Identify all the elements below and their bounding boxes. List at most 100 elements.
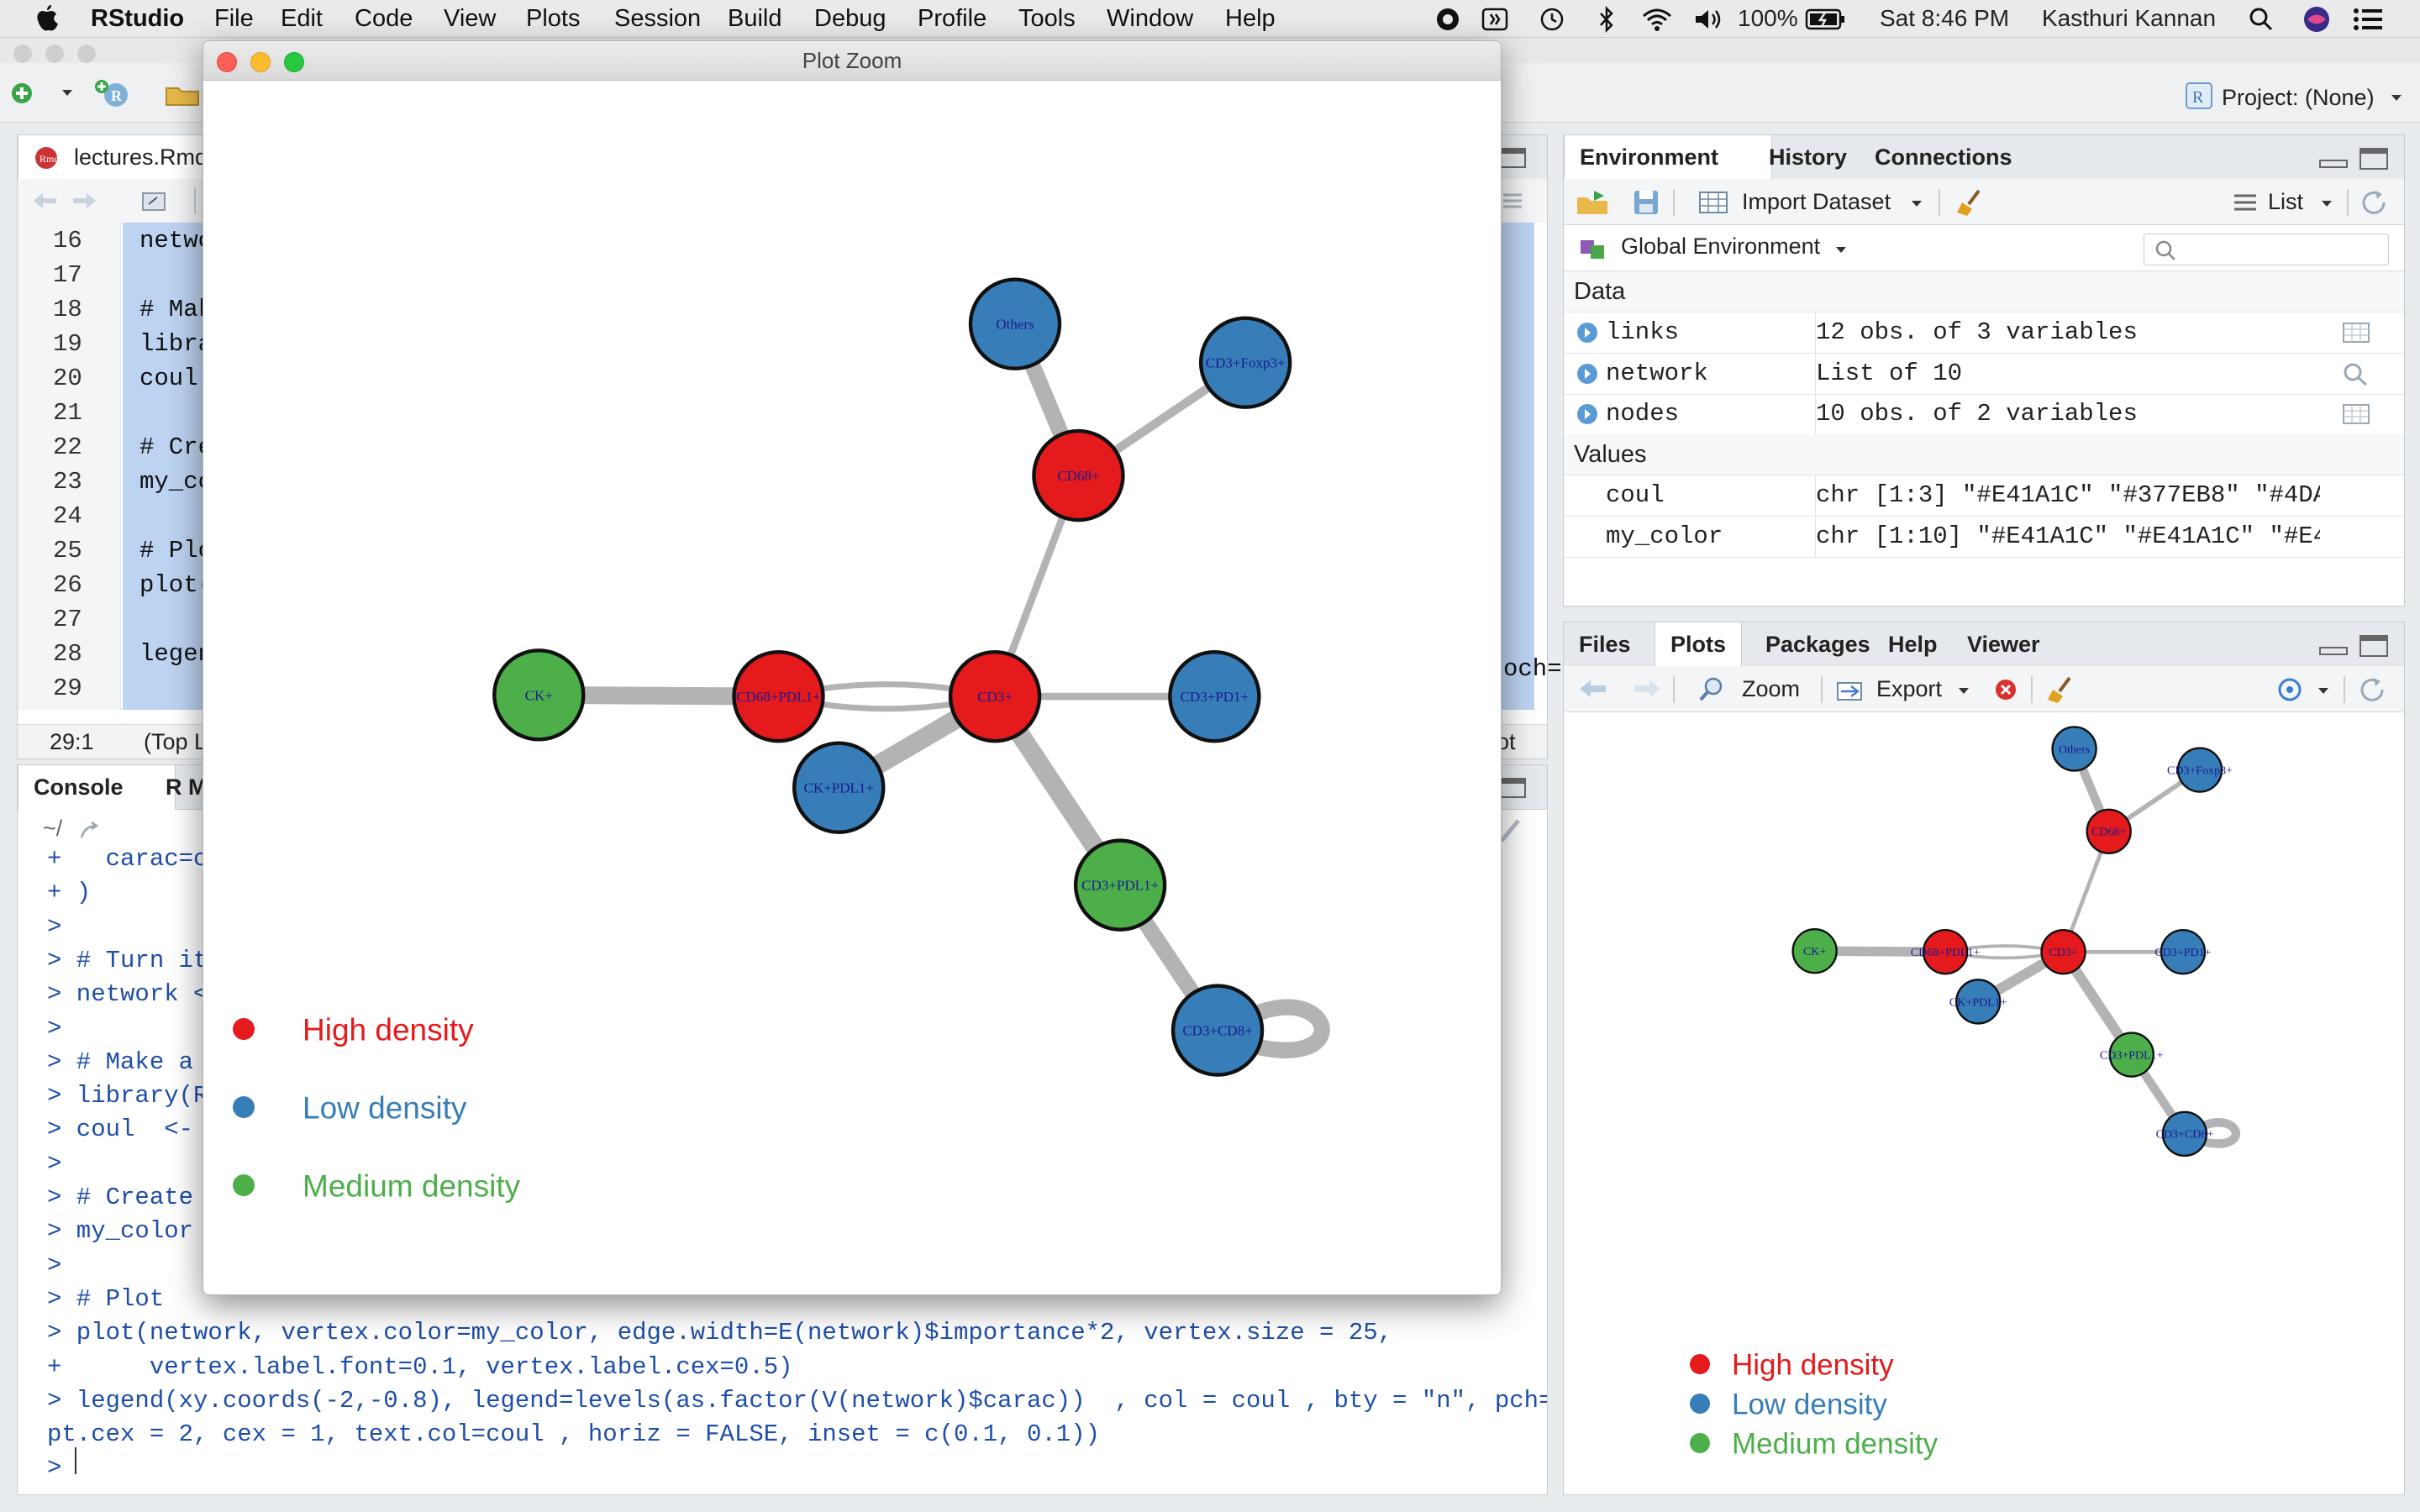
project-menu[interactable]: Project: (None)	[2222, 85, 2375, 111]
menu-help[interactable]: Help	[1225, 5, 1276, 32]
remove-plot-icon[interactable]	[1994, 678, 2018, 701]
tray-app-icon[interactable]	[1434, 7, 1462, 32]
environment-row-coul[interactable]: coul chr [1:3] "#E41A1C" "#377EB8" "#4DAF…	[1564, 475, 2404, 517]
spotlight-search-icon[interactable]	[2249, 7, 2274, 32]
environment-row-links[interactable]: links 12 obs. of 3 variables	[1564, 312, 2404, 354]
environment-row-network[interactable]: network List of 10	[1564, 354, 2404, 395]
environment-row-my_color[interactable]: my_color chr [1:10] "#E41A1C" "#E41A1C" "…	[1564, 517, 2404, 558]
bluetooth-icon[interactable]	[1597, 5, 1617, 34]
publish-icon[interactable]	[2276, 676, 2313, 703]
volume-icon[interactable]	[1692, 7, 1726, 32]
main-zoom-button[interactable]	[77, 45, 96, 63]
previous-plot-icon[interactable]	[1577, 678, 1609, 700]
menu-profile[interactable]: Profile	[918, 5, 986, 32]
user-name[interactable]: Kasthuri Kannan	[2042, 5, 2216, 32]
menu-app-name[interactable]: RStudio	[91, 5, 184, 32]
chevron-down-icon[interactable]	[2317, 686, 2330, 696]
zoom-close-button[interactable]	[217, 52, 237, 72]
console-path: ~/	[43, 816, 62, 842]
menu-session[interactable]: Session	[614, 5, 701, 32]
menu-debug[interactable]: Debug	[814, 5, 886, 32]
tab-history[interactable]: History	[1754, 135, 1862, 179]
list-view-icon[interactable]	[2233, 191, 2258, 214]
zoom-maximize-button[interactable]	[284, 52, 304, 72]
main-close-button[interactable]	[13, 45, 32, 63]
chevron-down-icon[interactable]	[60, 88, 74, 98]
import-dataset-button[interactable]: Import Dataset	[1742, 179, 1891, 224]
console-path-link-icon[interactable]	[78, 821, 103, 841]
menu-code[interactable]: Code	[355, 5, 413, 32]
apple-icon[interactable]	[34, 3, 59, 34]
clear-workspace-broom-icon[interactable]	[1955, 187, 1986, 218]
open-folder-icon[interactable]	[165, 81, 202, 107]
tray-sidebar-icon[interactable]	[1481, 7, 1509, 32]
console-line: > coul <- b	[47, 1113, 223, 1147]
save-workspace-icon[interactable]	[1633, 189, 1660, 216]
expand-object-icon[interactable]	[1576, 362, 1599, 386]
chevron-down-icon[interactable]	[1957, 686, 1970, 696]
view-mode-selector[interactable]: List	[2268, 179, 2303, 224]
load-workspace-icon[interactable]	[1576, 189, 1614, 216]
scope-indicator[interactable]: (Top L	[144, 725, 207, 759]
tab-plots[interactable]: Plots	[1655, 622, 1742, 667]
menu-edit[interactable]: Edit	[281, 5, 323, 32]
export-icon[interactable]	[1834, 676, 1865, 703]
siri-icon[interactable]	[2302, 5, 2331, 34]
next-plot-icon[interactable]	[1631, 678, 1663, 700]
tab-connections[interactable]: Connections	[1860, 135, 2028, 179]
node-label: CK+PDL1+	[1949, 996, 2007, 1009]
chevron-down-icon[interactable]	[1834, 245, 1848, 255]
time-machine-icon[interactable]	[1538, 7, 1566, 32]
view-data-grid-icon[interactable]	[2342, 320, 2370, 345]
tab-files[interactable]: Files	[1564, 622, 1646, 666]
new-project-icon[interactable]: R	[94, 78, 131, 108]
tab-environment[interactable]: Environment	[1564, 135, 1772, 180]
zoom-minimize-button[interactable]	[250, 52, 271, 72]
env-maximize-icon[interactable]	[2359, 147, 2389, 171]
main-minimize-button[interactable]	[45, 45, 64, 63]
menu-plots[interactable]: Plots	[526, 5, 580, 32]
zoom-button[interactable]: Zoom	[1742, 666, 1800, 711]
notification-center-icon[interactable]	[2353, 7, 2383, 32]
environment-row-nodes[interactable]: nodes 10 obs. of 2 variables	[1564, 394, 2404, 435]
clock[interactable]: Sat 8:46 PM	[1880, 5, 2009, 32]
inspect-object-icon[interactable]	[2342, 361, 2370, 386]
chevron-down-icon[interactable]	[2320, 199, 2333, 209]
console-maximize-icon[interactable]	[1498, 777, 1527, 799]
project-chevron-icon[interactable]	[2390, 93, 2403, 103]
tab-help[interactable]: Help	[1873, 622, 1953, 666]
expand-object-icon[interactable]	[1576, 402, 1599, 426]
environment-search-input[interactable]	[2144, 234, 2389, 265]
new-file-icon[interactable]	[10, 81, 34, 105]
plots-toolbar: Zoom Export	[1564, 666, 2404, 712]
clear-plots-broom-icon[interactable]	[2046, 675, 2076, 705]
plots-minimize-icon[interactable]	[2318, 636, 2349, 658]
menu-tools[interactable]: Tools	[1018, 5, 1076, 32]
tab-packages[interactable]: Packages	[1750, 622, 1886, 666]
view-data-grid-icon[interactable]	[2342, 402, 2370, 427]
forward-arrow-icon[interactable]	[70, 191, 98, 211]
import-dataset-icon[interactable]	[1698, 191, 1728, 214]
wifi-icon[interactable]	[1640, 7, 1674, 32]
source-outline-icon[interactable]	[1500, 191, 1525, 213]
expand-object-icon[interactable]	[1576, 321, 1599, 344]
plots-maximize-icon[interactable]	[2359, 634, 2389, 658]
menu-build[interactable]: Build	[728, 5, 782, 32]
environment-scope-selector[interactable]: Global Environment	[1621, 234, 1820, 260]
source-maximize-icon[interactable]	[1498, 147, 1527, 169]
menu-file[interactable]: File	[214, 5, 254, 32]
env-minimize-icon[interactable]	[2318, 149, 2349, 171]
object-name: coul	[1606, 475, 1665, 516]
show-in-window-icon[interactable]	[140, 189, 169, 213]
back-arrow-icon[interactable]	[31, 191, 60, 211]
refresh-icon[interactable]	[2360, 189, 2389, 218]
menu-view[interactable]: View	[444, 5, 496, 32]
plot-zoom-titlebar[interactable]: Plot Zoom	[203, 41, 1501, 81]
battery-icon[interactable]	[1805, 8, 1847, 31]
menu-window[interactable]: Window	[1107, 5, 1193, 32]
export-button[interactable]: Export	[1876, 666, 1942, 711]
chevron-down-icon[interactable]	[1910, 199, 1923, 209]
zoom-icon[interactable]	[1698, 676, 1725, 703]
refresh-plot-icon[interactable]	[2359, 676, 2387, 705]
tab-viewer[interactable]: Viewer	[1952, 622, 2055, 666]
